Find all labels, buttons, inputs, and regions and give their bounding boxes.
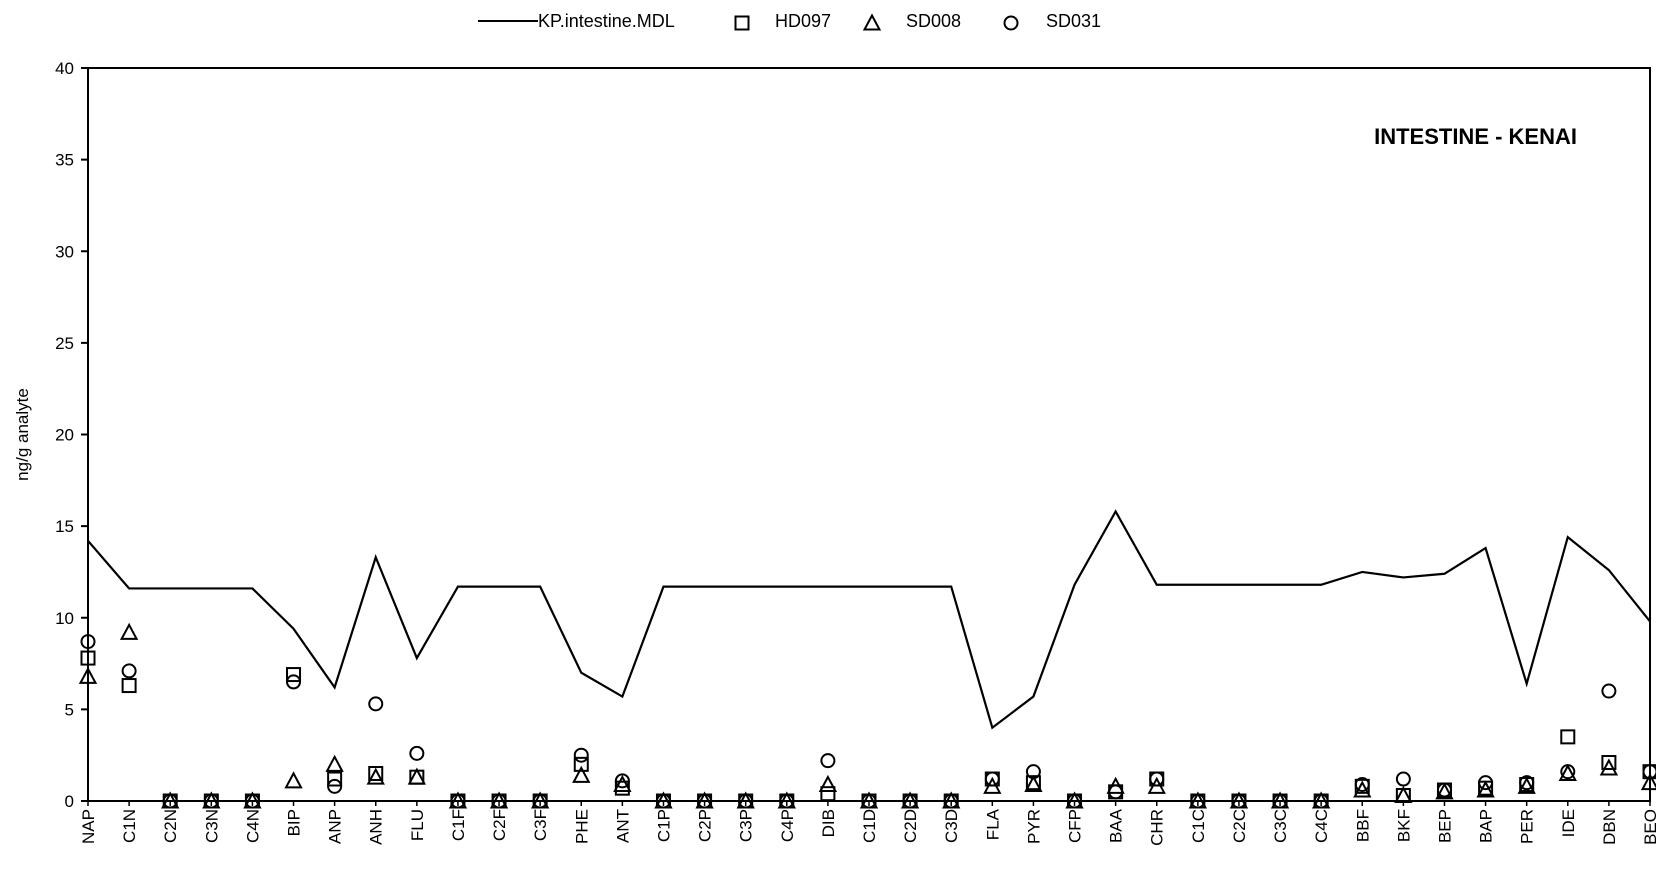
x-category-label: C3F bbox=[531, 809, 550, 841]
x-category-label: DIB bbox=[819, 809, 838, 837]
legend-square-swatch bbox=[736, 17, 749, 30]
legend-entry: SD031 bbox=[1005, 11, 1102, 31]
legend-triangle-swatch bbox=[865, 16, 880, 30]
legend-label: KP.intestine.MDL bbox=[538, 11, 675, 31]
circle-point bbox=[123, 664, 136, 677]
x-category-label: BKF bbox=[1394, 809, 1413, 842]
triangle-point bbox=[327, 757, 342, 771]
chart-title: INTESTINE - KENAI bbox=[1374, 124, 1577, 149]
y-axis: 0 5 10 15 20 25 30 35 40 bbox=[55, 59, 88, 811]
x-category-label: BEQ bbox=[1641, 809, 1656, 845]
x-category-label: C3P bbox=[737, 809, 756, 842]
circle-point bbox=[1602, 685, 1615, 698]
legend-circle-swatch bbox=[1005, 17, 1018, 30]
x-category-label: BIP bbox=[285, 809, 304, 836]
legend-entry: KP.intestine.MDL bbox=[478, 11, 675, 31]
x-category-label: C4N bbox=[243, 809, 262, 843]
triangle-point bbox=[122, 625, 137, 639]
x-category-label: FLU bbox=[408, 809, 427, 841]
series-sd008 bbox=[81, 625, 1656, 808]
mdl-line bbox=[88, 511, 1650, 727]
triangle-point bbox=[1601, 761, 1616, 775]
square-point bbox=[123, 679, 136, 692]
x-category-label: PHE bbox=[572, 809, 591, 844]
circle-point bbox=[1109, 785, 1122, 798]
x-category-label: CHR bbox=[1148, 809, 1167, 846]
x-category-label: C1N bbox=[120, 809, 139, 843]
x-category-label: BAP bbox=[1477, 809, 1496, 843]
y-tick-label: 20 bbox=[55, 426, 74, 445]
triangle-point bbox=[286, 773, 301, 787]
x-category-label: C2P bbox=[696, 809, 715, 842]
legend-label: SD008 bbox=[906, 11, 961, 31]
plot-frame bbox=[88, 68, 1650, 801]
y-tick-label: 0 bbox=[65, 792, 74, 811]
x-category-label: C3N bbox=[202, 809, 221, 843]
x-category-label: PYR bbox=[1024, 809, 1043, 844]
series-layer bbox=[81, 511, 1656, 807]
x-category-label: C2F bbox=[490, 809, 509, 841]
x-category-label: IDE bbox=[1559, 809, 1578, 837]
legend: KP.intestine.MDL HD097 SD008 SD031 bbox=[478, 11, 1101, 31]
circle-point bbox=[821, 754, 834, 767]
x-category-label: C3C bbox=[1271, 809, 1290, 843]
triangle-point bbox=[1396, 788, 1411, 802]
series-sd031 bbox=[82, 635, 1656, 807]
triangle-point bbox=[368, 770, 383, 784]
x-category-label: PER bbox=[1518, 809, 1537, 844]
x-category-label: C1C bbox=[1189, 809, 1208, 843]
y-tick-label: 10 bbox=[55, 609, 74, 628]
x-category-label: C4P bbox=[778, 809, 797, 842]
x-category-label: ANH bbox=[367, 809, 386, 845]
x-category-label: C4C bbox=[1312, 809, 1331, 843]
x-category-label: C1D bbox=[860, 809, 879, 843]
x-category-label: C2C bbox=[1230, 809, 1249, 843]
x-category-label: FLA bbox=[983, 808, 1002, 840]
circle-point bbox=[1397, 773, 1410, 786]
x-category-label: BBF bbox=[1353, 809, 1372, 842]
x-category-label: C1P bbox=[654, 809, 673, 842]
y-tick-label: 15 bbox=[55, 517, 74, 536]
legend-entry: SD008 bbox=[865, 11, 962, 31]
x-category-label: C2D bbox=[901, 809, 920, 843]
square-point bbox=[821, 787, 834, 800]
legend-entry: HD097 bbox=[736, 11, 832, 31]
x-category-label: DBN bbox=[1600, 809, 1619, 845]
triangle-point bbox=[409, 770, 424, 784]
x-category-label: C3D bbox=[942, 809, 961, 843]
x-category-label: CFP bbox=[1066, 809, 1085, 843]
x-category-label: C2N bbox=[161, 809, 180, 843]
series-hd097 bbox=[82, 652, 1656, 808]
legend-label: SD031 bbox=[1046, 11, 1101, 31]
square-point bbox=[1561, 730, 1574, 743]
y-tick-label: 35 bbox=[55, 151, 74, 170]
x-category-label: ANP bbox=[326, 809, 345, 844]
x-category-label: BAA bbox=[1107, 808, 1126, 843]
x-category-label: C1F bbox=[449, 809, 468, 841]
y-axis-label: ng/g analyte bbox=[13, 388, 32, 481]
x-category-label: ANT bbox=[613, 809, 632, 843]
y-tick-label: 30 bbox=[55, 242, 74, 261]
circle-point bbox=[410, 747, 423, 760]
series-kp-intestine-mdl bbox=[88, 511, 1650, 727]
y-tick-label: 40 bbox=[55, 59, 74, 78]
y-tick-label: 25 bbox=[55, 334, 74, 353]
triangle-point bbox=[820, 777, 835, 791]
x-category-label: NAP bbox=[79, 809, 98, 844]
legend-label: HD097 bbox=[775, 11, 831, 31]
x-category-label: BEP bbox=[1435, 809, 1454, 843]
circle-point bbox=[369, 697, 382, 710]
circle-point bbox=[575, 749, 588, 762]
y-tick-label: 5 bbox=[65, 700, 74, 719]
